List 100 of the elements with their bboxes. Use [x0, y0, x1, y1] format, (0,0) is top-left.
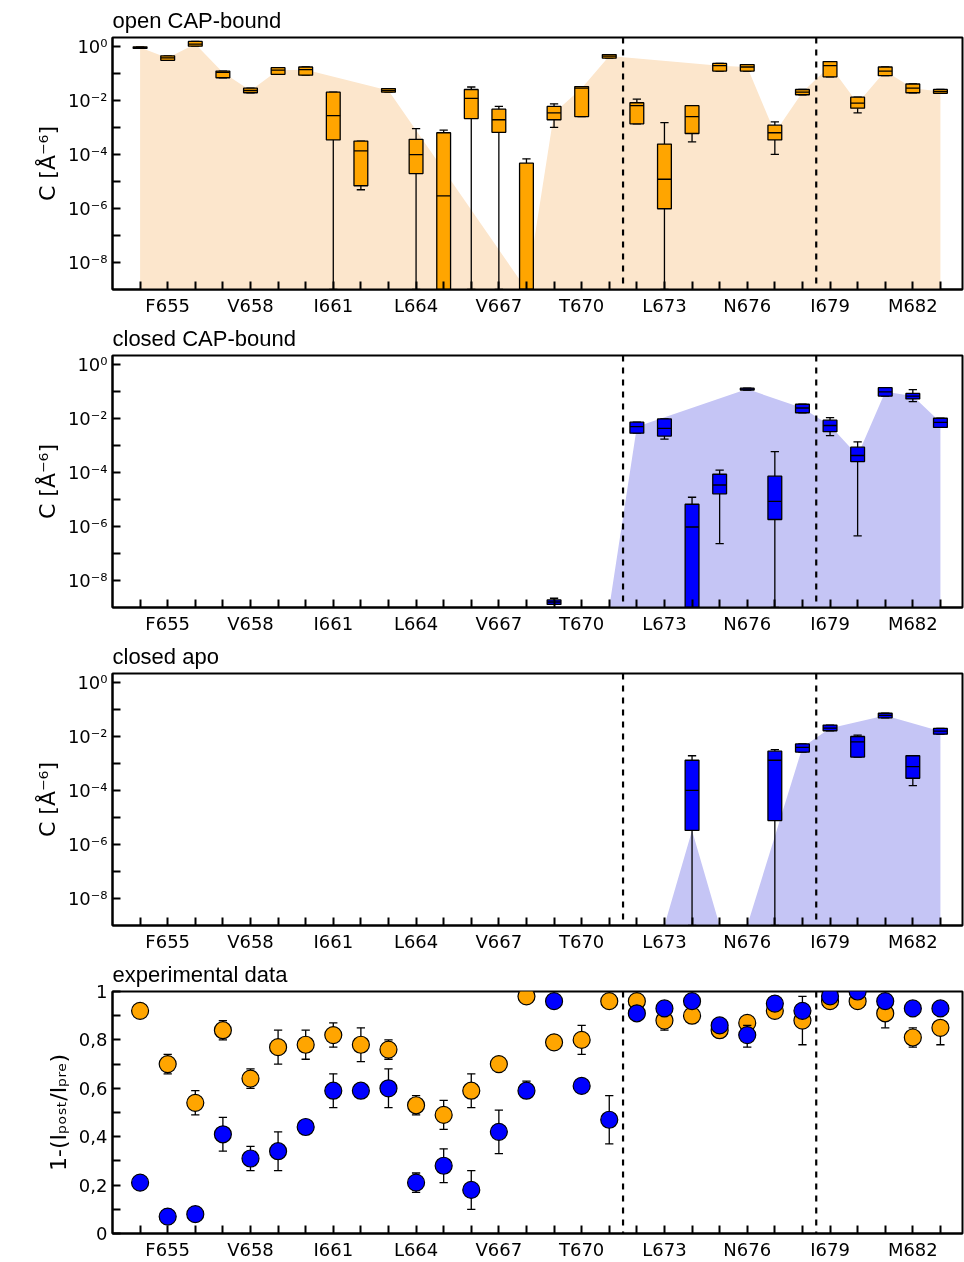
- point: [434, 1105, 453, 1124]
- point: [572, 1076, 591, 1095]
- point: [489, 1122, 508, 1141]
- x-tick-label: N676: [723, 612, 772, 634]
- y-tick-label: 10⁻⁸: [67, 887, 108, 909]
- x-tick-label: M682: [887, 294, 938, 316]
- point: [241, 1069, 260, 1088]
- point: [544, 1033, 564, 1052]
- point: [489, 1055, 508, 1074]
- x-tick-label: L664: [393, 1238, 439, 1260]
- point: [131, 1173, 150, 1192]
- y-tick-label: 10⁻²: [67, 89, 108, 111]
- point: [876, 992, 895, 1011]
- y-tick-label: 10⁻⁸: [67, 569, 108, 591]
- point: [241, 1149, 260, 1168]
- y-tick-label: 1: [96, 981, 108, 1002]
- point: [793, 1001, 812, 1020]
- point: [324, 1025, 343, 1045]
- x-tick-label: N676: [723, 1238, 772, 1260]
- point: [324, 1081, 343, 1100]
- point: [903, 1028, 922, 1047]
- y-tick-label: 0,6: [78, 1077, 108, 1099]
- point: [434, 1156, 453, 1175]
- y-tick-label: 10⁻⁶: [67, 833, 108, 855]
- point: [931, 1018, 950, 1037]
- x-tick-label: M682: [887, 930, 938, 952]
- x-tick-label: F655: [145, 294, 191, 316]
- x-tick-label: L673: [642, 294, 687, 316]
- point: [351, 1035, 370, 1054]
- chart-title: closed apo: [112, 643, 219, 669]
- point: [462, 1081, 481, 1100]
- y-tick-label: 10⁻²: [67, 407, 108, 429]
- point: [296, 1035, 315, 1054]
- point: [186, 1093, 205, 1112]
- point: [213, 1125, 232, 1144]
- point: [268, 1142, 288, 1161]
- x-tick-label: V658: [227, 612, 274, 634]
- x-tick-label: L664: [393, 930, 439, 952]
- x-tick-label: V658: [227, 294, 274, 316]
- y-axis-title: C [Å⁻⁶]: [33, 761, 60, 837]
- point: [682, 1006, 702, 1025]
- y-tick-label: 10⁰: [77, 671, 108, 693]
- x-tick-label: M682: [887, 612, 938, 634]
- x-tick-label: N676: [723, 930, 772, 952]
- point: [131, 1001, 150, 1020]
- y-axis-title: C [Å⁻⁶]: [33, 443, 60, 519]
- x-tick-label: V667: [475, 612, 523, 634]
- point: [296, 1117, 315, 1137]
- x-tick-label: T670: [557, 612, 605, 634]
- y-tick-label: 10⁻⁴: [67, 779, 108, 801]
- point: [158, 1055, 177, 1074]
- x-tick-label: V667: [475, 1238, 523, 1260]
- x-tick-label: I661: [313, 1238, 354, 1260]
- chart-title: open CAP-bound: [112, 7, 282, 33]
- point: [186, 1205, 205, 1224]
- point: [600, 992, 619, 1011]
- point: [351, 1081, 370, 1100]
- x-tick-label: L673: [642, 612, 687, 634]
- y-tick-label: 10⁰: [77, 35, 108, 57]
- y-axis-title: 1-(Iₚₒₛₜ/Iₚᵣₑ): [45, 1054, 71, 1171]
- y-tick-label: 0,2: [78, 1174, 108, 1196]
- x-tick-label: I661: [313, 930, 354, 952]
- x-tick-label: T670: [557, 1238, 605, 1260]
- point: [931, 999, 950, 1018]
- point: [627, 1004, 646, 1023]
- x-tick-label: L673: [642, 1238, 687, 1260]
- x-tick-label: I661: [313, 294, 354, 316]
- x-tick-label: V667: [475, 294, 523, 316]
- y-tick-label: 10⁻²: [67, 725, 108, 747]
- x-tick-label: F655: [145, 612, 191, 634]
- y-axis-title: C [Å⁻⁶]: [33, 125, 60, 201]
- chart-title: closed CAP-bound: [112, 325, 296, 351]
- y-tick-label: 10⁻⁶: [67, 197, 108, 219]
- x-tick-label: T670: [557, 294, 605, 316]
- point: [572, 1030, 591, 1049]
- x-tick-label: L664: [393, 294, 439, 316]
- x-tick-label: I679: [810, 930, 850, 952]
- x-tick-label: M682: [887, 1238, 938, 1260]
- point: [738, 1025, 757, 1045]
- x-tick-label: F655: [145, 1238, 191, 1260]
- x-tick-label: I679: [810, 612, 850, 634]
- point: [600, 1110, 619, 1129]
- point: [655, 999, 674, 1018]
- x-tick-label: I661: [313, 612, 354, 634]
- x-tick-label: V658: [227, 1238, 274, 1260]
- y-tick-label: 0,4: [78, 1126, 108, 1148]
- x-tick-label: L664: [393, 612, 439, 634]
- point: [765, 994, 784, 1013]
- x-tick-label: T670: [557, 930, 605, 952]
- x-tick-label: L673: [642, 930, 687, 952]
- chart-title: experimental data: [112, 961, 289, 987]
- point: [268, 1038, 288, 1057]
- point: [710, 1016, 729, 1035]
- y-tick-label: 0,8: [78, 1029, 108, 1051]
- x-tick-label: N676: [723, 294, 772, 316]
- point: [406, 1173, 426, 1192]
- x-tick-label: V667: [475, 930, 523, 952]
- y-tick-label: 10⁻⁸: [67, 251, 108, 273]
- point: [406, 1096, 426, 1115]
- point: [379, 1079, 398, 1098]
